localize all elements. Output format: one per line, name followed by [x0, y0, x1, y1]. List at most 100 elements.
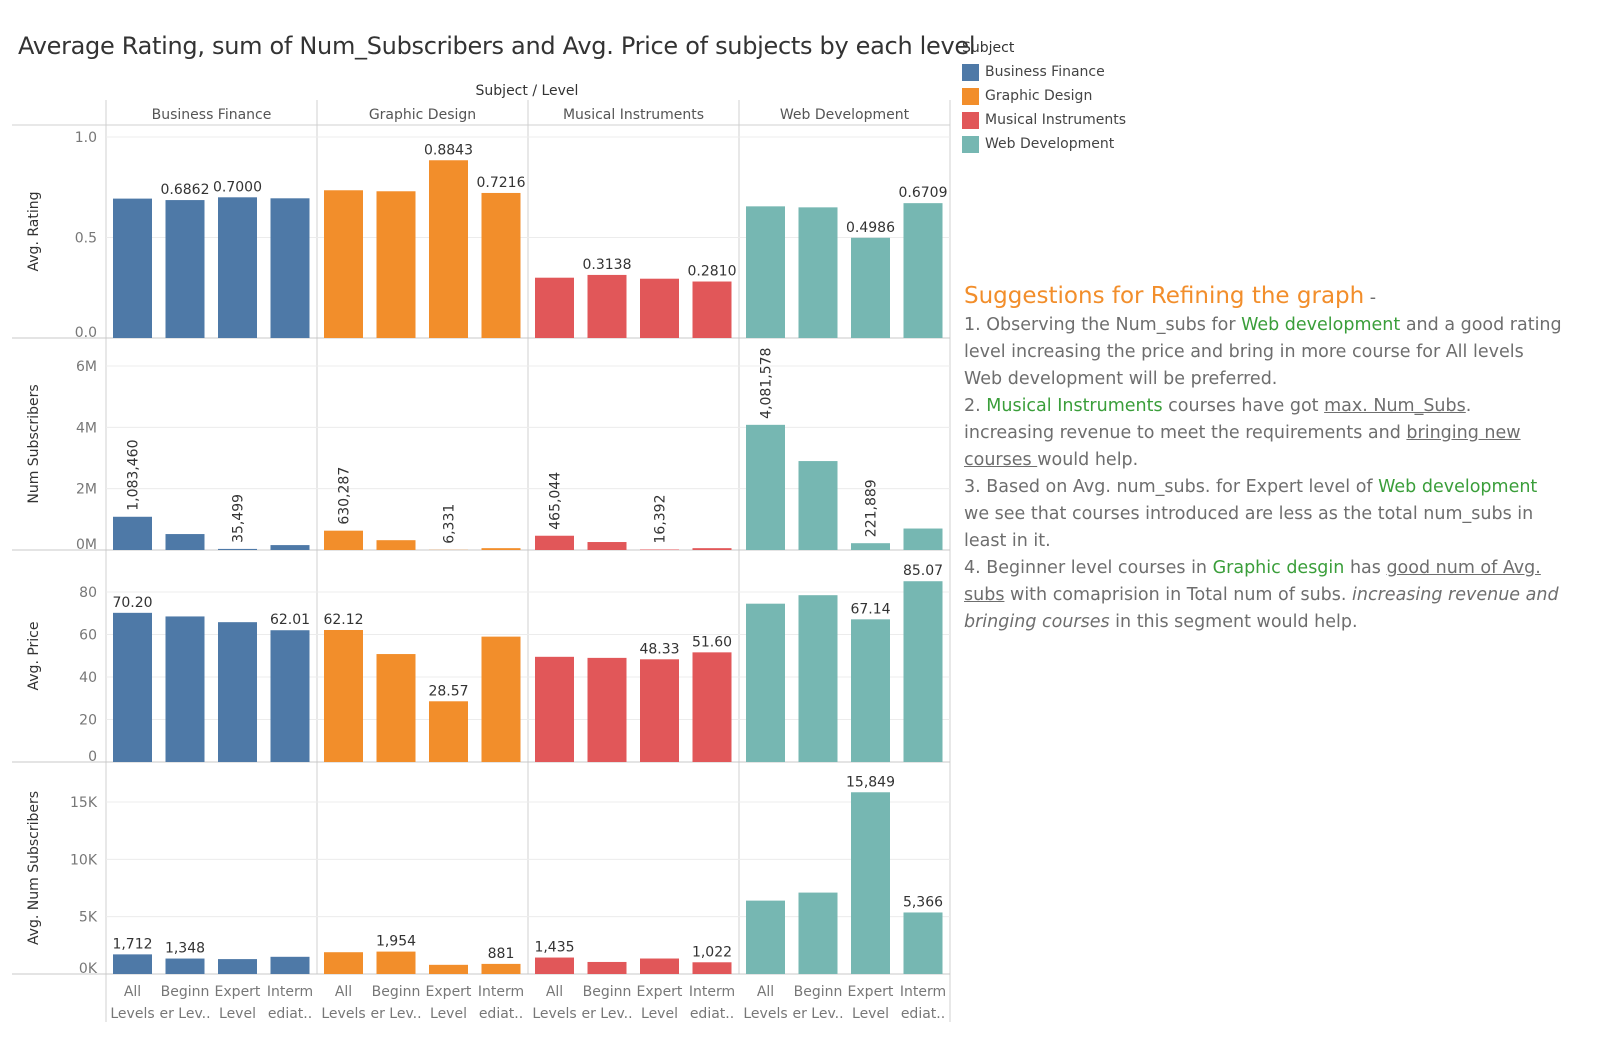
data-label: 221,889 — [864, 479, 880, 537]
x-tick-label: ediat.. — [479, 1006, 523, 1022]
legend-item-business-finance[interactable]: Business Finance — [962, 60, 1126, 84]
y-tick-label: 2M — [76, 482, 97, 498]
bar — [481, 548, 521, 550]
bar — [851, 543, 890, 550]
data-label: 630,287 — [337, 467, 353, 525]
legend-label: Musical Instruments — [985, 112, 1127, 128]
data-label: 1,022 — [692, 944, 732, 960]
x-tick-label: Expert — [215, 984, 261, 1000]
data-label: 15,849 — [846, 774, 895, 790]
data-label: 62.01 — [270, 612, 310, 628]
x-tick-label: All — [546, 984, 563, 1000]
data-label: 35,499 — [231, 494, 247, 543]
bar — [270, 630, 310, 762]
note-underline: max. Num_Subs — [1324, 396, 1466, 416]
bar — [692, 281, 732, 338]
x-tick-label: ediat.. — [268, 1006, 312, 1022]
data-label: 0.6862 — [161, 182, 210, 198]
x-tick-label: Beginn — [583, 984, 632, 1000]
data-label: 0.7216 — [477, 175, 526, 191]
data-label: 0.8843 — [424, 142, 473, 158]
data-label: 0.6709 — [899, 185, 948, 201]
note-italic: increasing revenue and bringing courses — [964, 585, 1559, 632]
note-text: with comaprision in Total num of subs. — [1004, 585, 1353, 605]
bar — [587, 657, 627, 762]
bar — [746, 900, 785, 974]
data-label: 48.33 — [639, 641, 679, 657]
y-tick-label: 0.0 — [75, 325, 97, 341]
y-tick-label: 4M — [76, 420, 97, 436]
x-tick-label: er Lev.. — [792, 1006, 843, 1022]
y-axis-title: Avg. Num Subscribers — [26, 791, 42, 945]
y-tick-label: 0.5 — [75, 231, 97, 247]
x-tick-label: er Lev.. — [159, 1006, 210, 1022]
x-tick-label: ediat.. — [690, 1006, 734, 1022]
bar — [324, 629, 363, 762]
bar — [481, 636, 521, 762]
note-highlight: Musical Instruments — [986, 396, 1163, 416]
bar — [165, 958, 205, 974]
bar — [798, 461, 838, 550]
chart-canvas: Subject / Level Business Finance Graphic D… — [12, 83, 951, 1022]
x-tick-label: Interm — [267, 984, 313, 1000]
data-label: 70.20 — [112, 595, 152, 611]
header-label: Subject / Level — [476, 83, 579, 99]
column-header: Business Finance — [152, 107, 272, 123]
data-label: 1,348 — [165, 941, 205, 957]
x-tick-label: Beginn — [372, 984, 421, 1000]
bar — [851, 237, 890, 338]
x-tick-label: ediat.. — [901, 1006, 945, 1022]
bar — [113, 954, 152, 974]
data-label: 1,435 — [534, 940, 574, 956]
data-label: 0.3138 — [583, 257, 632, 273]
note-text: 4. Beginner level courses in — [964, 558, 1213, 578]
bar — [640, 278, 679, 338]
bar — [640, 549, 679, 550]
bar — [218, 622, 257, 762]
bar — [746, 603, 785, 762]
bar — [218, 959, 257, 974]
bar — [535, 535, 574, 550]
note-text: has — [1344, 558, 1387, 578]
y-tick-label: 80 — [79, 585, 97, 601]
data-label: 0.7000 — [213, 179, 262, 195]
data-label: 881 — [488, 946, 515, 962]
bar — [429, 701, 468, 762]
x-tick-label: Expert — [637, 984, 683, 1000]
x-tick-label: Expert — [426, 984, 472, 1000]
legend-swatch — [962, 87, 979, 105]
bar — [324, 190, 363, 338]
data-label: 85.07 — [903, 563, 943, 579]
y-axis-title: Avg. Rating — [26, 192, 42, 272]
data-label: 28.57 — [428, 683, 468, 699]
legend-item-web-development[interactable]: Web Development — [962, 132, 1126, 156]
note-highlight: Web development — [1378, 477, 1538, 497]
note-underline: bringing new courses — [964, 423, 1521, 470]
bar — [376, 654, 416, 762]
y-tick-label: 1.0 — [75, 130, 97, 146]
note-text: and a good rating level increasing the p… — [964, 315, 1562, 389]
bar — [903, 912, 943, 974]
y-axis-title: Num Subscribers — [26, 384, 42, 503]
y-tick-label: 0K — [79, 961, 98, 977]
x-tick-label: Interm — [478, 984, 524, 1000]
legend-swatch — [962, 63, 979, 81]
x-tick-label: All — [757, 984, 774, 1000]
bar — [429, 964, 468, 974]
legend-item-graphic-design[interactable]: Graphic Design — [962, 84, 1126, 108]
y-axis-title: Avg. Price — [26, 622, 42, 691]
bar — [376, 951, 416, 974]
bar — [165, 616, 205, 762]
bar — [165, 534, 205, 550]
bar — [376, 191, 416, 338]
bar — [851, 792, 890, 974]
data-label: 51.60 — [692, 634, 732, 650]
data-label: 16,392 — [653, 494, 669, 543]
note-text: would help. — [1037, 450, 1139, 470]
x-tick-label: All — [335, 984, 352, 1000]
bar — [903, 203, 943, 338]
column-header: Web Development — [780, 107, 910, 123]
x-tick-label: er Lev.. — [581, 1006, 632, 1022]
legend-item-musical-instruments[interactable]: Musical Instruments — [962, 108, 1126, 132]
y-tick-label: 10K — [70, 852, 98, 868]
